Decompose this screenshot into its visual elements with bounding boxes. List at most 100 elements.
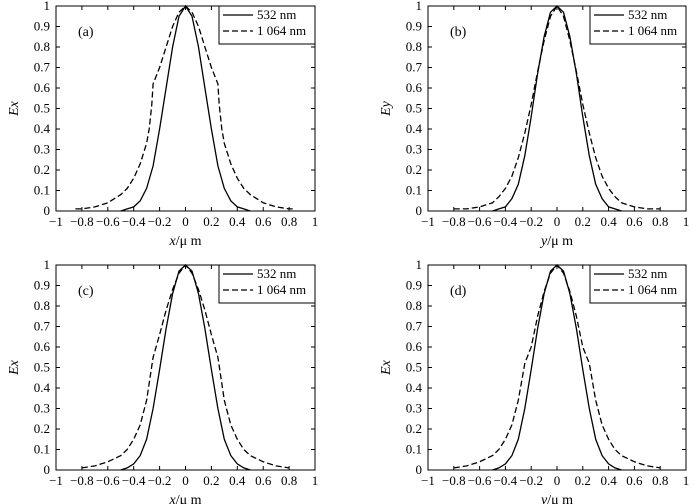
y-tick-label: 0.2 xyxy=(34,421,50,436)
x-tick-label: −0.8 xyxy=(442,473,466,488)
y-tick-label: 0.4 xyxy=(406,380,423,395)
x-tick-label: −0.4 xyxy=(122,214,146,229)
x-tick-label: 0.6 xyxy=(626,214,643,229)
y-tick-label: 0 xyxy=(44,203,51,218)
y-tick-label: 0.9 xyxy=(34,19,50,34)
legend-entry: 1 064 nm xyxy=(257,282,306,297)
x-tick-label: −0.2 xyxy=(519,473,543,488)
y-tick-label: 0.5 xyxy=(406,101,422,116)
x-tick-label: 0 xyxy=(554,473,561,488)
x-tick-label: 0.6 xyxy=(626,473,643,488)
legend-box xyxy=(218,264,316,304)
x-tick-label: 0 xyxy=(182,214,189,229)
panel-a: −1 −0.8 −0.6 −0.4 −0.2 0 0.2 0.4 0.6 0.8 1 0 0.1 0.2 0… xyxy=(7,0,318,249)
x-tick-label: 0.8 xyxy=(281,214,297,229)
legend-box xyxy=(218,5,316,45)
y-tick-label: 0.7 xyxy=(406,60,423,75)
legend: 532 nm1 064 nm xyxy=(218,5,316,45)
y-tick-label: 1 xyxy=(416,0,423,13)
y-tick-label: 0.6 xyxy=(406,339,423,354)
y-tick-label: 0.5 xyxy=(406,360,422,375)
panel-label: (b) xyxy=(450,25,467,40)
x-tick-label: −0.6 xyxy=(96,473,120,488)
y-tick-label: 0.3 xyxy=(34,401,50,416)
x-tick-label: −0.2 xyxy=(148,214,172,229)
x-tick-label: −1 xyxy=(49,473,63,488)
x-tick-label: 0.6 xyxy=(255,214,272,229)
x-tick-label: 1 xyxy=(312,473,319,488)
x-tick-label: 0.6 xyxy=(255,473,272,488)
x-tick-label: 0 xyxy=(182,473,189,488)
x-axis-variable: x xyxy=(168,234,176,249)
x-axis-unit: /μ m xyxy=(547,493,573,504)
y-tick-label: 0.4 xyxy=(34,380,51,395)
y-tick-label: 0.7 xyxy=(406,319,423,334)
x-tick-label: −0.2 xyxy=(519,214,543,229)
series-line-1064nm xyxy=(81,263,290,469)
y-tick-label: 0.2 xyxy=(406,421,422,436)
y-axis-label: Ex xyxy=(7,100,22,117)
x-tick-label: −0.4 xyxy=(122,473,146,488)
x-axis-variable: y xyxy=(539,493,548,504)
series-line-1064nm xyxy=(75,5,296,210)
y-tick-label: 1 xyxy=(416,257,423,272)
y-tick-label: 0.6 xyxy=(34,339,51,354)
y-tick-label: 0.5 xyxy=(34,101,50,116)
x-tick-label: −0.2 xyxy=(148,473,172,488)
y-tick-label: 0.3 xyxy=(34,142,50,157)
y-tick-label: 0 xyxy=(416,203,423,218)
y-tick-label: 0.6 xyxy=(34,80,51,95)
x-tick-label: 0.2 xyxy=(575,473,591,488)
y-tick-label: 0.9 xyxy=(406,19,422,34)
y-tick-label: 0.7 xyxy=(34,60,51,75)
y-tick-label: 1 xyxy=(44,257,51,272)
x-tick-label: 1 xyxy=(312,214,319,229)
y-tick-label: 0.2 xyxy=(34,162,50,177)
y-tick-label: 0.4 xyxy=(34,121,51,136)
y-tick-label: 0.1 xyxy=(34,183,50,198)
y-tick-label: 0.8 xyxy=(34,298,50,313)
y-tick-label: 0.3 xyxy=(406,142,422,157)
x-tick-label: 0.2 xyxy=(203,473,219,488)
legend: 532 nm1 064 nm xyxy=(218,264,316,304)
y-axis-label: Ex xyxy=(7,359,22,376)
y-tick-label: 0.6 xyxy=(406,80,423,95)
x-tick-label: 0.8 xyxy=(281,473,297,488)
x-tick-label: 0.8 xyxy=(652,473,668,488)
y-tick-label: 0.3 xyxy=(406,401,422,416)
x-tick-label: 0.4 xyxy=(600,214,617,229)
x-tick-label: 0.4 xyxy=(229,214,246,229)
x-tick-label: 0.2 xyxy=(203,214,219,229)
x-tick-label: −0.4 xyxy=(494,214,518,229)
x-tick-label: −0.8 xyxy=(442,214,466,229)
y-tick-label: 0.5 xyxy=(34,360,50,375)
x-axis-variable: y xyxy=(539,234,548,249)
legend-box xyxy=(589,5,687,45)
legend-entry: 1 064 nm xyxy=(628,23,677,38)
x-tick-label: −0.6 xyxy=(468,214,492,229)
y-axis-label: Ex xyxy=(379,359,394,376)
y-tick-label: 0.9 xyxy=(34,278,50,293)
x-tick-label: −0.8 xyxy=(70,473,94,488)
x-tick-label: −1 xyxy=(49,214,63,229)
x-tick-label: −0.6 xyxy=(96,214,120,229)
x-tick-label: 0.4 xyxy=(600,473,617,488)
y-tick-label: 0.9 xyxy=(406,278,422,293)
x-axis-label: y/μ m xyxy=(539,493,573,504)
legend: 532 nm1 064 nm xyxy=(589,5,687,45)
panel-label: (a) xyxy=(78,25,94,40)
y-axis-label: Ey xyxy=(379,100,394,117)
y-tick-label: 0 xyxy=(416,462,423,477)
x-axis-unit: /μ m xyxy=(547,234,573,249)
x-axis-unit: /μ m xyxy=(176,234,202,249)
x-axis-label: y/μ m xyxy=(539,234,573,249)
legend-entry: 1 064 nm xyxy=(628,282,677,297)
x-tick-label: 0.8 xyxy=(652,214,668,229)
x-tick-label: −0.6 xyxy=(468,473,492,488)
y-tick-label: 0.7 xyxy=(34,319,51,334)
y-tick-label: 0.8 xyxy=(406,39,422,54)
panel-b: −1 −0.8 −0.6 −0.4 −0.2 0 0.2 0.4 0.6 0.8 1 0 0.1 0.2 0… xyxy=(379,0,689,249)
x-axis-label: x/μ m xyxy=(168,234,201,249)
series-line-532nm xyxy=(120,4,251,212)
legend-entry: 532 nm xyxy=(628,7,667,22)
